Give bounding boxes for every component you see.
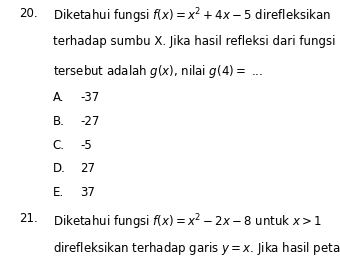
Text: 21.: 21.	[19, 212, 37, 225]
Text: -27: -27	[80, 115, 99, 128]
Text: dari fungsi tersebut adalah $g(x)$, fungsi $g(x) = ...$: dari fungsi tersebut adalah $g(x)$, fung…	[53, 268, 340, 269]
Text: E.: E.	[53, 186, 64, 199]
Text: C.: C.	[53, 139, 65, 152]
Text: 37: 37	[80, 186, 95, 199]
Text: D.: D.	[53, 162, 66, 175]
Text: Diketahui fungsi $f(x) =  x^2 + 4x - 5$ direfleksikan: Diketahui fungsi $f(x) = x^2 + 4x - 5$ d…	[53, 7, 331, 26]
Text: tersebut adalah $g(x)$, nilai $g(4)=$ ...: tersebut adalah $g(x)$, nilai $g(4)=$ ..…	[53, 63, 263, 80]
Text: 27: 27	[80, 162, 95, 175]
Text: -5: -5	[80, 139, 92, 152]
Text: Diketahui fungsi $f(x) =  x^2 - 2x - 8$ untuk $x > 1$: Diketahui fungsi $f(x) = x^2 - 2x - 8$ u…	[53, 212, 322, 232]
Text: terhadap sumbu X. Jika hasil refleksi dari fungsi: terhadap sumbu X. Jika hasil refleksi da…	[53, 35, 335, 48]
Text: direfleksikan terhadap garis $y = x$. Jika hasil peta: direfleksikan terhadap garis $y = x$. Ji…	[53, 240, 340, 257]
Text: A.: A.	[53, 91, 64, 104]
Text: -37: -37	[80, 91, 99, 104]
Text: B.: B.	[53, 115, 65, 128]
Text: 20.: 20.	[19, 7, 37, 20]
